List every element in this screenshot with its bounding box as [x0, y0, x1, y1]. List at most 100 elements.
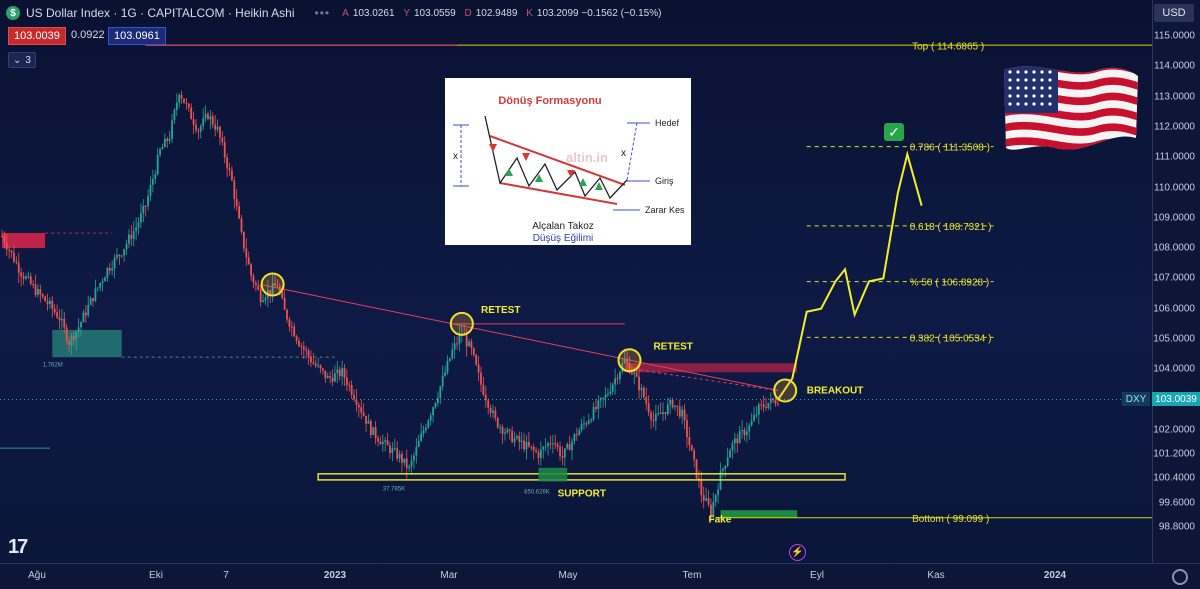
- volume-label-1: 1.782M: [43, 362, 63, 368]
- sell-price-button[interactable]: 103.0039: [8, 27, 66, 45]
- volume-label-2: 37.785K: [383, 487, 405, 493]
- candle-body: [508, 429, 511, 431]
- candle-body: [240, 218, 243, 232]
- inset-watermark: altin.in: [566, 150, 608, 165]
- fib-level-label: % 50 ( 106.8928 ): [910, 278, 990, 289]
- candle-body: [482, 384, 485, 395]
- flag-star: [1048, 70, 1052, 74]
- currency-button[interactable]: USD: [1154, 4, 1194, 22]
- candle-body: [350, 385, 353, 395]
- supply-zone: [2, 232, 46, 249]
- candle-body: [286, 309, 288, 320]
- candle-body: [681, 409, 684, 417]
- candle-body: [609, 391, 612, 394]
- candle-body: [693, 450, 696, 460]
- candle-body: [568, 444, 571, 451]
- candle-body: [688, 437, 691, 446]
- candle-body: [118, 254, 121, 256]
- price-tick-label: 114.0000: [1154, 60, 1195, 72]
- flag-star: [1024, 86, 1028, 90]
- candle-body: [630, 372, 633, 375]
- time-axis[interactable]: Ağu Eki 7 2023 Mar May Tem Eyl Kas 2024: [0, 563, 1200, 589]
- candle-body: [125, 243, 128, 250]
- more-dots-icon[interactable]: •••: [314, 6, 331, 20]
- candle-body: [470, 341, 473, 349]
- candle-body: [99, 283, 102, 288]
- price-tick-label: 102.0000: [1153, 424, 1195, 436]
- gear-icon[interactable]: [1172, 569, 1188, 585]
- candle-body: [516, 436, 518, 439]
- candle-body: [590, 419, 593, 421]
- candle-body: [504, 432, 506, 434]
- candle-body: [714, 494, 717, 503]
- price-plot[interactable]: Top ( 114.6865 ) 0.786 ( 111.3508 ) 0.618 …: [0, 0, 1152, 563]
- candle-body: [501, 426, 504, 434]
- candle-body: [537, 451, 540, 458]
- wedge-up-arrow: [535, 174, 543, 182]
- price-tick-label: 100.4000: [1153, 472, 1195, 484]
- symbol-price-tag: DXY: [1122, 392, 1150, 407]
- candle-body: [34, 284, 37, 295]
- candle-body: [168, 138, 171, 141]
- candle-body: [480, 372, 482, 385]
- flag-star: [1008, 94, 1012, 98]
- flag-star: [1008, 70, 1012, 74]
- candle-body: [571, 441, 573, 451]
- candle-body: [597, 400, 600, 409]
- candle-body: [578, 430, 581, 436]
- candle-body: [566, 444, 569, 449]
- dollar-icon[interactable]: $: [6, 6, 20, 20]
- candle-body: [293, 326, 296, 337]
- candle-body: [444, 372, 446, 376]
- candle-body: [563, 448, 566, 458]
- candle-body: [413, 455, 415, 461]
- candle-body: [666, 404, 669, 414]
- candle-body: [331, 377, 334, 382]
- candle-body: [295, 336, 298, 341]
- candle-body: [551, 443, 554, 445]
- chart-legend: $ US Dollar Index · 1G · CAPITALCOM · He…: [6, 4, 661, 22]
- candle-body: [468, 341, 470, 347]
- chart-title[interactable]: US Dollar Index · 1G · CAPITALCOM · Heik…: [26, 6, 295, 20]
- candle-body: [199, 126, 202, 132]
- buy-price-button[interactable]: 103.0961: [108, 27, 166, 45]
- candle-body: [427, 420, 430, 428]
- candle-body: [140, 213, 142, 223]
- indicators-toggle[interactable]: ⌄ 3: [8, 52, 36, 68]
- candle-body: [257, 285, 260, 290]
- candle-body: [207, 113, 209, 120]
- candle-body: [487, 400, 490, 408]
- candle-body: [190, 107, 193, 120]
- candle-body: [37, 288, 39, 295]
- wedge-down-arrow: [567, 170, 575, 178]
- stop-label: Zarar Kes: [645, 205, 685, 215]
- candle-body: [214, 124, 217, 130]
- candle-body: [642, 387, 645, 398]
- candle-body: [374, 427, 377, 438]
- tradingview-logo-icon[interactable]: 17: [8, 536, 28, 558]
- candle-body: [233, 180, 236, 199]
- support-volume-zone: [538, 467, 568, 482]
- flag-stripe: [1004, 121, 1138, 138]
- candle-body: [542, 447, 545, 450]
- candle-body: [185, 102, 188, 104]
- candle-body: [669, 399, 672, 405]
- candle-body: [635, 372, 638, 377]
- candle-body: [575, 434, 578, 436]
- lightning-icon[interactable]: ⚡: [789, 544, 806, 561]
- candle-body: [106, 267, 109, 278]
- falling-wedge-diagram: Dönüş Formasyonu altin.in x x Hedef Giri…: [453, 95, 685, 244]
- price-tick-label: 111.0000: [1154, 151, 1195, 163]
- candle-body: [68, 341, 70, 346]
- check-icon: ✓: [884, 123, 904, 141]
- candle-body: [729, 450, 731, 458]
- candle-body: [721, 468, 724, 472]
- candle-body: [72, 335, 75, 340]
- candle-body: [640, 387, 643, 391]
- usa-flag-icon: [1004, 66, 1138, 150]
- candle-body: [429, 415, 432, 421]
- entry-label: Giriş: [655, 176, 674, 186]
- candle-body: [92, 298, 94, 302]
- price-axis[interactable]: 115.0000 114.0000 113.0000 112.0000 111.0000…: [1152, 0, 1200, 563]
- breakout-label: BREAKOUT: [807, 386, 864, 397]
